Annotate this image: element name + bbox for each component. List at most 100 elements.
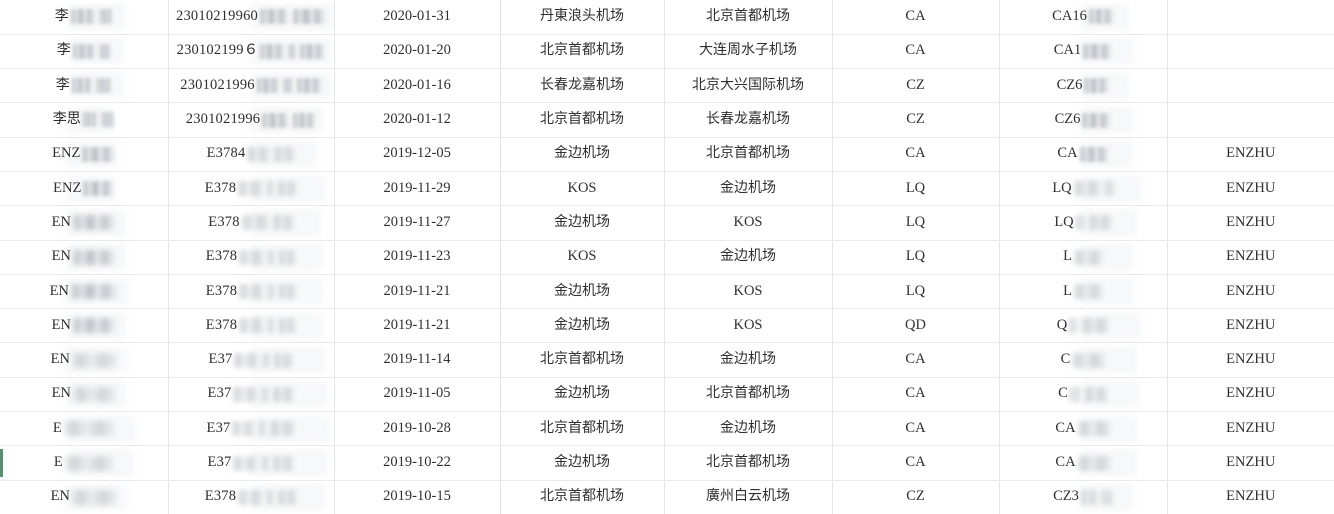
cell-origin-airport: 北京首都机场 [500,34,665,70]
cell-id-number: E378 [168,205,335,241]
flight-number-text: CZ6 [1056,76,1083,93]
origin-airport-text: 金边机场 [554,454,610,471]
redaction-block [1087,9,1114,25]
redaction-block [288,43,297,59]
redaction-block [272,455,295,471]
cell-airline-code: QD [832,308,1000,344]
cell-origin-airport: 金边机场 [500,137,665,172]
cell-flight-date: 2019-10-22 [334,445,501,481]
origin-airport-text: KOS [567,179,597,196]
cell-flight-date: 2019-11-23 [334,240,501,275]
cell-passenger-tag: ENZHU [1167,240,1334,275]
cell-passenger-tag [1167,102,1334,138]
origin-airport-text: KOS [567,248,597,265]
cell-passenger-tag: ENZHU [1167,445,1334,481]
cell-id-number: E3784 [168,137,335,172]
redaction-block [100,112,115,128]
table-row[interactable]: EN E378 2019-11-23 KOS 金边机场 LQ L ENZHU [0,240,1334,275]
table-row[interactable]: E E37 2019-10-28 北京首都机场 金边机场 CA CA ENZHU [0,411,1334,447]
table-row[interactable]: EN E378 2019-11-21 金边机场 KOS LQ L ENZHU [0,274,1334,310]
destination-airport-text: 廣州白云机场 [706,488,790,505]
cell-airline-code: CA [832,411,1000,447]
table-row[interactable]: EN E37 2019-11-14 北京首都机场 金边机场 CA C ENZHU [0,342,1334,378]
table-row[interactable]: 李 230102199６ 2020-01-20 北京首都机场 大连周水子机场 CA CA1 [0,34,1334,70]
flight-date-text: 2020-01-20 [383,42,451,59]
redaction-block [71,249,116,265]
redaction-block [258,421,267,437]
cell-id-number: E378 [168,480,335,514]
cell-flight-number: CA16 [999,0,1168,35]
cell-passenger-name: EN [0,205,169,241]
destination-airport-text: 北京首都机场 [706,454,790,471]
cell-passenger-tag: ENZHU [1167,274,1334,310]
passenger-name-text: E [52,419,62,436]
table-row[interactable]: EN E378 2019-10-15 北京首都机场 廣州白云机场 CZ CZ3 ENZHU [0,480,1334,514]
passenger-name-text: 李 [54,7,69,24]
redaction-block [238,284,265,300]
destination-airport-text: 大连周水子机场 [699,42,797,59]
table-row[interactable]: 李 2301021996 2020-01-16 长春龙嘉机场 北京大兴国际机场 CZ CZ6 [0,68,1334,104]
cell-flight-date: 2019-11-05 [334,377,501,413]
id-number-text: E378 [204,488,237,505]
cell-id-number: E378 [168,171,335,207]
flight-date-text: 2019-10-28 [383,419,451,436]
redaction-block [231,421,256,437]
cell-passenger-tag: ENZHU [1167,171,1334,207]
redaction-block [1068,318,1079,334]
redaction-block [282,78,293,94]
redaction-block [70,352,117,368]
passenger-name-text: EN [50,351,70,368]
id-number-text: E378 [205,248,238,265]
table-row[interactable]: EN E37 2019-11-05 金边机场 北京首都机场 CA C ENZHU [0,377,1334,413]
id-number-text: 2301021996 [180,76,255,93]
cell-flight-date: 2019-10-28 [334,411,501,447]
table-row[interactable]: ENZ E378 2019-11-29 KOS 金边机场 LQ LQ ENZHU [0,171,1334,207]
cell-origin-airport: 北京首都机场 [500,411,665,447]
origin-airport-text: 北京首都机场 [540,111,624,128]
cell-id-number: 2301021996 [168,102,335,138]
passenger-name-text: EN [51,213,71,230]
passenger-tag-text: ENZHU [1226,282,1276,299]
redaction-block [273,352,294,368]
passenger-name-text: EN [49,282,69,299]
origin-airport-text: 丹東浪头机场 [540,7,624,24]
passenger-tag-text: ENZHU [1226,454,1276,471]
flight-number-text: CA1 [1053,42,1082,59]
id-number-text: E378 [204,179,237,196]
table-row[interactable]: 李思 2301021996 2020-01-12 北京首都机场 长春龙嘉机场 CZ CZ6 [0,102,1334,138]
id-number-text: E37 [206,419,231,436]
cell-passenger-name: 李 [0,34,169,70]
flight-date-text: 2019-12-05 [383,145,451,162]
passenger-name-text: E [53,454,63,471]
destination-airport-text: 长春龙嘉机场 [706,111,790,128]
cell-passenger-name: ENZ [0,137,169,172]
destination-airport-text: 北京首都机场 [706,7,790,24]
destination-airport-text: 北京首都机场 [706,145,790,162]
passenger-name-text: 李 [56,42,71,59]
flight-number-text: L [1063,282,1072,299]
cell-flight-date: 2019-12-05 [334,137,501,172]
id-number-text: E37 [208,351,233,368]
cell-airline-code: CA [832,34,1000,70]
table-row[interactable]: E E37 2019-10-22 金边机场 北京首都机场 CA CA ENZHU [0,445,1334,481]
redaction-block [278,284,297,300]
table-row[interactable]: EN E378 2019-11-27 金边机场 KOS LQ LQ ENZHU [0,205,1334,241]
cell-destination-airport: KOS [664,274,833,310]
table-row[interactable]: EN E378 2019-11-21 金边机场 KOS QD Q ENZHU [0,308,1334,344]
cell-flight-number: CA [999,411,1168,447]
table-row[interactable]: 李 23010219960 2020-01-31 丹東浪头机场 北京首都机场 CA CA16 [0,0,1334,35]
flight-number-text: CZ6 [1054,111,1081,128]
id-number-text: E378 [205,282,238,299]
origin-airport-text: 北京首都机场 [540,419,624,436]
table-row[interactable]: ENZ E3784 2019-12-05 金边机场 北京首都机场 CA CA ENZHU [0,137,1334,172]
redaction-block [291,9,326,25]
origin-airport-text: 金边机场 [554,282,610,299]
cell-flight-number: CA [999,137,1168,172]
passenger-name-text: EN [51,248,71,265]
origin-airport-text: 北京首都机场 [540,351,624,368]
redaction-block [277,181,298,197]
cell-origin-airport: 金边机场 [500,445,665,481]
cell-airline-code: LQ [832,205,1000,241]
